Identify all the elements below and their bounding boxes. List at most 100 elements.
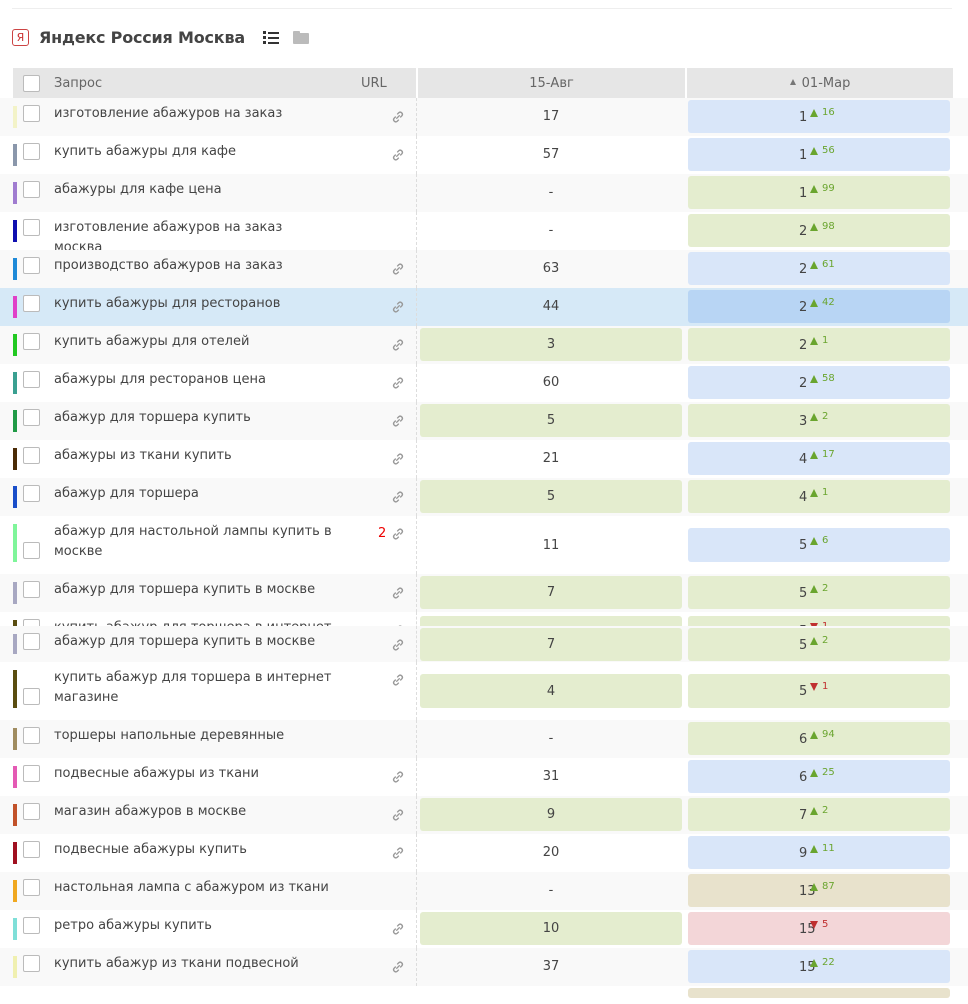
link-icon[interactable] (391, 337, 405, 351)
link-icon[interactable] (391, 451, 405, 465)
folder-icon[interactable] (293, 31, 309, 44)
row-checkbox[interactable] (23, 295, 40, 312)
date2-position-cell[interactable]: 9 11 (688, 836, 950, 869)
date1-value-cell[interactable]: 4 (420, 674, 682, 708)
date1-value-cell[interactable]: 63 (420, 252, 682, 285)
row-checkbox[interactable] (23, 765, 40, 782)
table-row[interactable]: купить абажур для торшера в интернет маг… (0, 662, 968, 720)
link-icon[interactable] (391, 672, 405, 686)
date2-position-cell[interactable]: 6 25 (688, 760, 950, 793)
date2-position-cell[interactable]: 2 42 (688, 290, 950, 323)
date1-value-cell[interactable]: 60 (420, 366, 682, 399)
url-count[interactable]: 2 (378, 526, 387, 541)
date1-value-cell[interactable]: 7 (420, 576, 682, 609)
row-checkbox[interactable] (23, 879, 40, 896)
row-checkbox[interactable] (23, 371, 40, 388)
date1-value-cell[interactable]: 10 (420, 912, 682, 945)
link-icon[interactable] (391, 959, 405, 973)
table-row[interactable]: купить абажур из ткани подвесной 37 15 22 (0, 948, 968, 986)
link-icon[interactable] (391, 147, 405, 161)
header-date2[interactable]: 01-Мар (687, 68, 953, 98)
row-checkbox[interactable] (23, 917, 40, 934)
row-checkbox[interactable] (23, 105, 40, 122)
row-checkbox[interactable] (23, 542, 40, 559)
table-row[interactable]: купить абажуры для ресторанов 44 2 42 (0, 288, 968, 326)
date2-position-cell[interactable]: 1 99 (688, 176, 950, 209)
row-checkbox[interactable] (23, 803, 40, 820)
row-checkbox[interactable] (23, 447, 40, 464)
table-row[interactable]: абажуры для кафе цена - 1 99 (0, 174, 968, 212)
table-row[interactable]: подвесные абажуры купить 20 9 11 (0, 834, 968, 872)
table-row[interactable]: магазин абажуров в москве 9 7 2 (0, 796, 968, 834)
date1-value-cell[interactable]: 31 (420, 760, 682, 793)
row-checkbox[interactable] (23, 485, 40, 502)
header-date1[interactable]: 15-Авг (418, 68, 685, 98)
row-checkbox[interactable] (23, 409, 40, 426)
select-all-checkbox[interactable] (23, 75, 40, 92)
header-url-label[interactable]: URL (361, 75, 387, 91)
table-row[interactable]: абажур для торшера 5 4 1 (0, 478, 968, 516)
table-row[interactable]: абажур для торшера купить в москве 7 5 2 (0, 626, 968, 662)
date1-value-cell[interactable]: 11 (420, 528, 682, 562)
link-icon[interactable] (391, 921, 405, 935)
date1-value-cell[interactable]: 5 (420, 480, 682, 513)
row-checkbox[interactable] (23, 143, 40, 160)
date2-position-cell[interactable]: 15 5 (688, 912, 950, 945)
row-checkbox[interactable] (23, 333, 40, 350)
date2-position-cell[interactable]: 2 61 (688, 252, 950, 285)
table-row[interactable]: торшеры напольные деревянные - 6 94 (0, 720, 968, 758)
header-date2-label[interactable]: 01-Мар (801, 75, 851, 91)
table-row[interactable]: абажур для настольной лампы купить в мос… (0, 516, 968, 574)
date1-value-cell[interactable]: - (420, 874, 682, 907)
date2-position-cell[interactable]: 15 22 (688, 950, 950, 983)
row-checkbox[interactable] (23, 581, 40, 598)
date2-position-cell[interactable]: 4 17 (688, 442, 950, 475)
table-row[interactable]: абажур для торшера купить 5 3 2 (0, 402, 968, 440)
table-row[interactable]: абажур для торшера купить в москве 7 5 2 (0, 574, 968, 612)
header-query-label[interactable]: Запрос (54, 75, 103, 91)
table-row[interactable]: купить абажуры для кафе 57 1 56 (0, 136, 968, 174)
link-icon[interactable] (391, 413, 405, 427)
link-icon[interactable] (391, 526, 405, 540)
date1-value-cell[interactable]: - (420, 214, 682, 247)
row-checkbox[interactable] (23, 841, 40, 858)
link-icon[interactable] (391, 375, 405, 389)
table-row[interactable]: изготовление абажуров на заказ москва -2 9… (0, 212, 968, 255)
table-row[interactable]: купить абажуры для отелей 3 2 1 (0, 326, 968, 364)
date1-value-cell[interactable]: 9 (420, 798, 682, 831)
date1-value-cell[interactable]: 37 (420, 950, 682, 983)
date1-value-cell[interactable]: 7 (420, 628, 682, 661)
row-checkbox[interactable] (23, 633, 40, 650)
date1-value-cell[interactable]: 21 (420, 442, 682, 475)
list-view-icon[interactable] (263, 30, 279, 44)
link-icon[interactable] (391, 489, 405, 503)
row-checkbox[interactable] (23, 219, 40, 236)
date2-position-cell[interactable]: 2 58 (688, 366, 950, 399)
link-icon[interactable] (391, 585, 405, 599)
date1-value-cell[interactable]: 17 (420, 100, 682, 133)
table-row[interactable]: настольная лампа с абажуром из ткани - 13 8… (0, 872, 968, 910)
table-row[interactable]: изготовление абажуров на заказ 17 1 16 (0, 98, 968, 136)
link-icon[interactable] (391, 769, 405, 783)
table-row[interactable]: ретро абажуры купить 10 15 5 (0, 910, 968, 948)
date1-value-cell[interactable]: - (420, 176, 682, 209)
date2-position-cell[interactable]: 2 98 (688, 214, 950, 247)
date2-position-cell[interactable]: 1 56 (688, 138, 950, 171)
table-row[interactable]: производство абажуров на заказ 63 2 61 (0, 250, 968, 288)
link-icon[interactable] (391, 845, 405, 859)
link-icon[interactable] (391, 261, 405, 275)
link-icon[interactable] (391, 109, 405, 123)
row-checkbox[interactable] (23, 181, 40, 198)
table-row[interactable]: подвесные абажуры из ткани 31 6 25 (0, 758, 968, 796)
link-icon[interactable] (391, 299, 405, 313)
date1-value-cell[interactable]: 3 (420, 328, 682, 361)
row-checkbox[interactable] (23, 727, 40, 744)
date1-value-cell[interactable]: 5 (420, 404, 682, 437)
